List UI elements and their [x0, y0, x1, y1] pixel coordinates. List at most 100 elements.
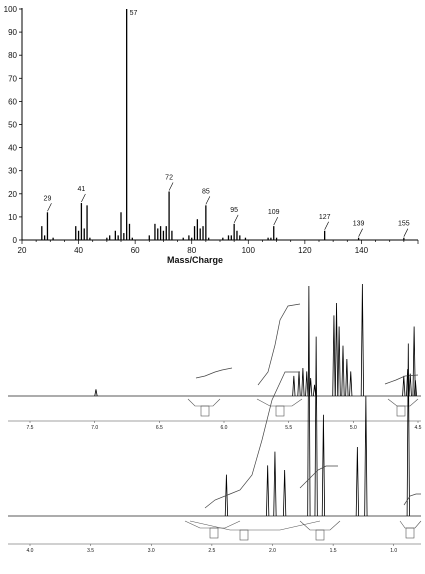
- nmr2-tick-label: 2.5: [208, 548, 215, 554]
- nmr2-peak: [314, 336, 318, 517]
- ms-label-leader: [47, 203, 52, 212]
- nmr1-integrals: [195, 303, 419, 386]
- nmr1-peak: [332, 315, 336, 397]
- nmr1-tick-label: 7.0: [91, 425, 98, 431]
- nmr1-peak: [309, 378, 313, 397]
- ms-label-leader: [168, 182, 174, 191]
- nmr2-peak: [321, 414, 326, 517]
- nmr2-tick-label: 3.5: [87, 548, 94, 554]
- nmr2-tick-label: 1.0: [390, 548, 397, 554]
- ms-y-tick-label: 100: [4, 5, 18, 14]
- nmr1-tick-label: 5.5: [285, 425, 292, 431]
- nmr1-peak: [349, 371, 353, 397]
- nmr1-peak: [334, 303, 339, 397]
- nmr1-scale-ticks: 7.5 7.0 6.5 6.0 5.5 5.0 4.5: [27, 421, 422, 431]
- ms-x-tick-label: 140: [355, 246, 369, 255]
- nmr2-tick-label: 3.0: [148, 548, 155, 554]
- ms-x-tick-label: 80: [187, 246, 196, 255]
- ms-peak-label: 127: [319, 214, 331, 221]
- nmr2-tick-label: 1.5: [330, 548, 337, 554]
- nmr2-tick-label: 2.0: [269, 548, 276, 554]
- nmr1-integral-vinyl: [257, 303, 301, 386]
- ms-y-tick-label: 20: [8, 190, 17, 199]
- nmr2-peak: [364, 396, 368, 517]
- nmr2-peaks: [224, 285, 410, 517]
- nmr2-peak: [224, 474, 229, 517]
- ms-y-tick-label: 30: [8, 167, 17, 176]
- ms-y-ticks: 0 10 20 30 40 50 60 70 80 90 100: [4, 5, 22, 245]
- nmr2-integral-brackets: [184, 520, 422, 541]
- nmr1-peak: [345, 359, 349, 397]
- nmr1-peak: [94, 389, 98, 397]
- ms-bars: [41, 9, 405, 240]
- ms-y-tick-label: 40: [8, 144, 17, 153]
- ms-x-tick-label: 40: [74, 246, 83, 255]
- nmr1-peak: [297, 371, 301, 397]
- ms-y-tick-label: 80: [8, 51, 17, 60]
- ms-x-tick-label: 60: [131, 246, 140, 255]
- ms-label-leader: [324, 221, 329, 230]
- nmr1-peak: [305, 371, 309, 397]
- nmr-spectrum-downfield: 7.5 7.0 6.5 6.0 5.5 5.0 4.5: [8, 283, 422, 431]
- ms-label-leader: [403, 228, 409, 237]
- ms-y-tick-label: 60: [8, 97, 17, 106]
- ms-label-leader: [233, 214, 239, 223]
- ms-peak-label: 139: [353, 221, 365, 228]
- nmr1-peak: [413, 380, 418, 397]
- ms-label-leader: [358, 228, 363, 237]
- nmr1-peak: [292, 375, 296, 397]
- ms-peak-label: 57: [130, 10, 138, 17]
- nmr2-tick-label: 4.0: [27, 548, 34, 554]
- nmr-spectrum-upfield: 4.0 3.5 3.0 2.5 2.0 1.5 1.0: [8, 285, 422, 554]
- nmr1-peak: [341, 345, 345, 397]
- nmr1-peak: [360, 283, 364, 397]
- nmr1-peak: [337, 326, 341, 397]
- nmr2-peak: [283, 469, 287, 517]
- nmr1-tick-label: 4.5: [415, 425, 422, 431]
- nmr1-peak: [312, 384, 317, 397]
- nmr1-tick-label: 6.0: [221, 425, 228, 431]
- ms-y-tick-label: 50: [8, 121, 17, 130]
- nmr1-peak: [408, 373, 412, 397]
- nmr2-peak: [273, 451, 277, 517]
- nmr2-peak: [355, 446, 359, 517]
- ms-peak-label: 109: [268, 209, 280, 216]
- ms-y-tick-label: 0: [13, 236, 18, 245]
- nmr1-tick-label: 5.0: [350, 425, 357, 431]
- ms-peak-label: 41: [78, 186, 86, 193]
- ms-label-leader: [205, 196, 211, 205]
- ms-peak-labels: 29 41 57 72 85 95 109 127 139 155: [44, 10, 410, 237]
- nmr1-tick-label: 6.5: [156, 425, 163, 431]
- nmr1-peak: [402, 375, 406, 397]
- ms-x-tick-label: 120: [298, 246, 312, 255]
- ms-x-tick-label: 20: [18, 246, 27, 255]
- ms-peak-label: 155: [398, 221, 410, 228]
- ms-x-tick-label: 100: [242, 246, 256, 255]
- nmr2-peak: [406, 343, 410, 517]
- ms-peak-label: 29: [44, 195, 52, 202]
- ms-peak-label: 72: [165, 174, 173, 181]
- nmr2-integrals: [204, 371, 421, 509]
- nmr2-integral-allylic: [204, 371, 300, 509]
- ms-y-tick-label: 90: [8, 28, 17, 37]
- nmr1-peak: [301, 367, 305, 397]
- ms-label-leader: [273, 217, 279, 226]
- mass-spectrum: 0 10 20 30 40 50 60 70 80 90 100 20 40 60 80 100 120 140…: [4, 5, 419, 265]
- nmr2-scale-ticks: 4.0 3.5 3.0 2.5 2.0 1.5 1.0: [27, 544, 397, 554]
- ms-x-axis-label: Mass/Charge: [167, 255, 223, 265]
- ms-label-leader: [81, 193, 86, 203]
- nmr1-peaks: [94, 283, 418, 397]
- ms-peak-label: 95: [230, 207, 238, 214]
- nmr1-integral-brackets: [187, 398, 419, 417]
- nmr1-integral-exo: [384, 374, 419, 385]
- ms-x-ticks: 20 40 60 80 100 120 140: [18, 240, 419, 255]
- ms-y-tick-label: 10: [8, 213, 17, 222]
- nmr2-peak: [307, 285, 311, 517]
- nmr2-peak: [266, 465, 270, 517]
- ms-y-tick-label: 70: [8, 74, 17, 83]
- nmr2-integral-methyl: [299, 465, 338, 489]
- nmr2-integral-high: [403, 493, 421, 506]
- nmr1-peak: [412, 326, 416, 397]
- ms-peak-label: 85: [202, 188, 210, 195]
